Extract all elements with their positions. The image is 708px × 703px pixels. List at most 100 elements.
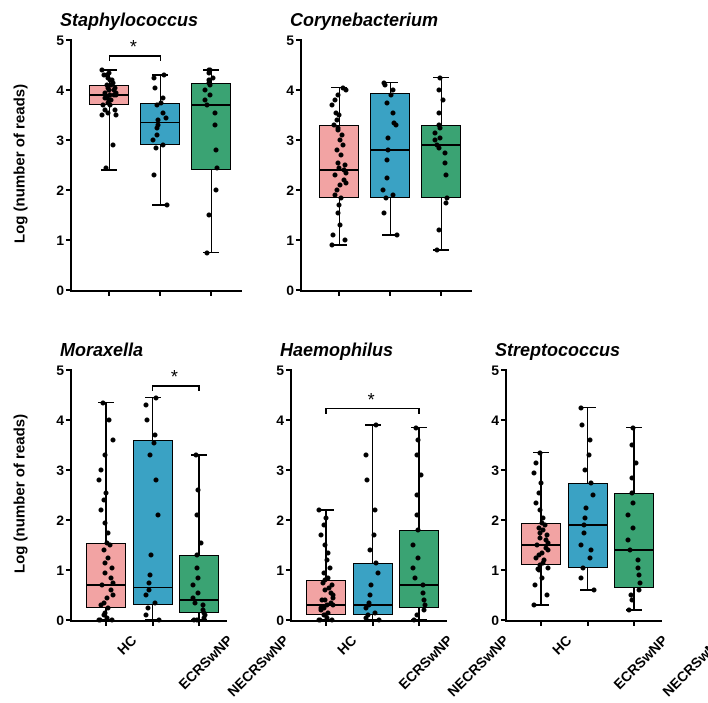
data-point	[386, 148, 391, 153]
data-point	[339, 153, 344, 158]
box-morax-ECRSwNP	[133, 440, 173, 605]
sig-star: *	[171, 367, 178, 388]
data-point	[213, 148, 218, 153]
median	[191, 104, 231, 106]
data-point	[578, 543, 583, 548]
data-point	[99, 508, 104, 513]
data-point	[579, 405, 584, 410]
panel-title-strep: Streptococcus	[495, 340, 620, 361]
whisker-upper	[587, 408, 589, 483]
data-point	[203, 98, 208, 103]
data-point	[635, 558, 640, 563]
data-point	[332, 193, 337, 198]
data-point	[532, 603, 537, 608]
data-point	[543, 545, 548, 550]
x-tick-label: ECRSwNP	[175, 632, 235, 692]
x-tick	[108, 290, 110, 296]
data-point	[322, 598, 327, 603]
data-point	[338, 138, 343, 143]
data-point	[162, 73, 167, 78]
data-point	[215, 165, 220, 170]
x-tick	[325, 620, 327, 626]
data-point	[196, 488, 201, 493]
data-point	[317, 618, 322, 623]
data-point	[436, 145, 441, 150]
y-tick	[501, 369, 507, 371]
data-point	[539, 480, 544, 485]
data-point	[438, 75, 443, 80]
y-tick	[286, 369, 292, 371]
panel-title-staph: Staphylococcus	[60, 10, 198, 31]
data-point	[422, 603, 427, 608]
data-point	[434, 248, 439, 253]
x-tick	[372, 620, 374, 626]
panel-title-haemo: Haemophilus	[280, 340, 393, 361]
data-point	[637, 580, 642, 585]
box-strep-NECRSwNP	[614, 493, 654, 588]
data-point	[412, 618, 417, 623]
whisker-lower	[587, 568, 589, 591]
y-tick-label: 0	[276, 282, 294, 298]
data-point	[153, 478, 158, 483]
data-point	[104, 83, 109, 88]
y-tick	[286, 519, 292, 521]
data-point	[334, 148, 339, 153]
data-point	[391, 110, 396, 115]
data-point	[343, 163, 348, 168]
data-point	[106, 530, 111, 535]
data-point	[144, 403, 149, 408]
median	[399, 584, 439, 586]
plot-area-coryne: 012345	[300, 40, 472, 292]
data-point	[104, 165, 109, 170]
data-point	[633, 460, 638, 465]
data-point	[437, 228, 442, 233]
sig-tick	[198, 385, 200, 391]
data-point	[102, 453, 107, 458]
data-point	[319, 533, 324, 538]
y-tick	[501, 619, 507, 621]
y-tick-label: 3	[481, 462, 499, 478]
data-point	[103, 560, 108, 565]
y-tick-label: 3	[46, 132, 64, 148]
data-point	[536, 490, 541, 495]
y-tick	[66, 139, 72, 141]
sig-tick	[160, 55, 162, 61]
whisker-lower	[390, 198, 392, 236]
y-tick-label: 1	[266, 562, 284, 578]
data-point	[415, 528, 420, 533]
data-point	[321, 580, 326, 585]
y-tick	[286, 419, 292, 421]
data-point	[416, 438, 421, 443]
data-point	[335, 118, 340, 123]
y-tick	[286, 569, 292, 571]
median	[614, 549, 654, 551]
data-point	[321, 523, 326, 528]
data-point	[368, 583, 373, 588]
data-point	[385, 175, 390, 180]
data-point	[532, 470, 537, 475]
plot-area-haemo: 012345HCECRSwNPNECRSwNP*	[290, 370, 447, 622]
data-point	[538, 535, 543, 540]
plot-area-morax: 012345HCECRSwNPNECRSwNP*	[70, 370, 227, 622]
data-point	[545, 593, 550, 598]
median	[568, 524, 608, 526]
y-tick-label: 5	[266, 362, 284, 378]
sig-tick	[152, 385, 154, 391]
data-point	[582, 530, 587, 535]
data-point	[104, 595, 109, 600]
data-point	[591, 588, 596, 593]
data-point	[539, 550, 544, 555]
y-tick-label: 3	[276, 132, 294, 148]
data-point	[105, 605, 110, 610]
x-tick	[418, 620, 420, 626]
data-point	[327, 565, 332, 570]
data-point	[579, 575, 584, 580]
data-point	[114, 113, 119, 118]
box-morax-NECRSwNP	[179, 555, 219, 613]
data-point	[534, 460, 539, 465]
data-point	[111, 580, 116, 585]
data-point	[436, 123, 441, 128]
data-point	[156, 118, 161, 123]
data-point	[97, 478, 102, 483]
data-point	[146, 605, 151, 610]
